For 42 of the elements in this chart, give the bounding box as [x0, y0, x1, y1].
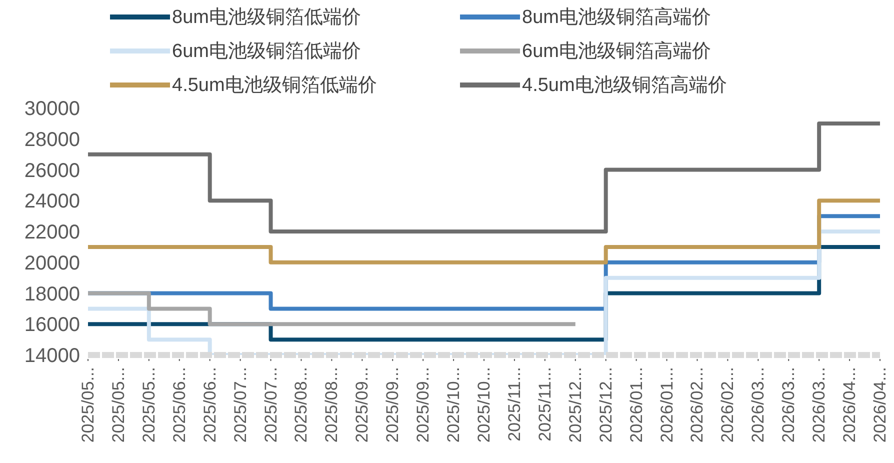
legend-label: 6um电池级铜箔低端价 — [172, 40, 361, 64]
y-tick-label: 18000 — [24, 283, 80, 306]
x-tick-label: 2025/10... — [444, 367, 464, 443]
x-tick-label: 2026/01... — [626, 367, 646, 443]
x-tick-label: 2025/07... — [230, 367, 250, 443]
y-tick-label: 20000 — [24, 252, 80, 274]
x-tick-label: 2026/03... — [748, 367, 768, 443]
x-tick-label: 2026/04... — [870, 367, 890, 443]
x-tick-label: 2026/03... — [810, 367, 829, 443]
x-tick-label: 2025/09... — [414, 367, 433, 443]
x-tick-label: 2025/08... — [292, 367, 311, 443]
x-tick-label: 2025/07... — [261, 367, 280, 443]
x-tick-label: 2025/09... — [352, 367, 372, 443]
legend-label: 8um电池级铜箔高端价 — [522, 6, 711, 30]
y-tick-label: 16000 — [24, 314, 80, 336]
x-tick-label: 2025/06... — [200, 367, 220, 443]
x-tick-label: 2026/03... — [779, 367, 798, 443]
legend-label: 4.5um电池级铜箔高端价 — [522, 74, 727, 98]
x-tick-label: 2026/01... — [657, 367, 676, 443]
x-tick-label: 2025/05... — [78, 367, 98, 443]
x-tick-label: 2026/02... — [718, 367, 738, 443]
x-tick-label: 2026/02... — [688, 367, 707, 443]
x-tick-label: 2025/06... — [170, 367, 189, 443]
legend-label: 8um电池级铜箔低端价 — [172, 6, 361, 30]
x-tick-label: 2025/11... — [504, 367, 524, 442]
legend-label: 4.5um电池级铜箔低端价 — [172, 74, 377, 98]
x-tick-label: 2026/04... — [840, 367, 860, 443]
x-tick-label: 2025/08... — [322, 367, 342, 443]
y-tick-label: 14000 — [24, 345, 80, 368]
x-tick-label: 2025/05... — [139, 367, 158, 443]
x-tick-label: 2025/09... — [383, 367, 402, 443]
x-tick-label: 2025/10... — [474, 367, 494, 443]
x-tick-label: 2025/05... — [108, 367, 128, 443]
x-tick-label: 2025/11... — [535, 367, 554, 442]
y-tick-label: 26000 — [24, 160, 80, 182]
y-tick-label: 24000 — [24, 190, 80, 213]
y-tick-label: 30000 — [24, 98, 80, 120]
legend-label: 6um电池级铜箔高端价 — [522, 40, 711, 64]
x-tick-label: 2025/12... — [566, 367, 585, 443]
y-tick-label: 22000 — [24, 222, 80, 244]
x-tick-label: 2025/12... — [596, 367, 616, 443]
y-tick-label: 28000 — [24, 128, 80, 151]
